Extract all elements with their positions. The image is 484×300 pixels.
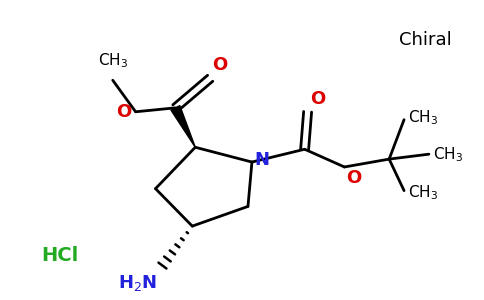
Text: CH$_3$: CH$_3$ [98,52,128,70]
Text: HCl: HCl [41,246,78,265]
Text: O: O [311,90,326,108]
Text: CH$_3$: CH$_3$ [433,145,463,164]
Text: CH$_3$: CH$_3$ [408,183,438,202]
Polygon shape [171,106,195,147]
Text: N: N [254,151,269,169]
Text: H$_2$N: H$_2$N [118,273,157,293]
Text: O: O [347,169,362,187]
Text: CH$_3$: CH$_3$ [408,108,438,127]
Text: O: O [116,103,132,121]
Text: Chiral: Chiral [399,31,452,49]
Text: O: O [212,56,227,74]
